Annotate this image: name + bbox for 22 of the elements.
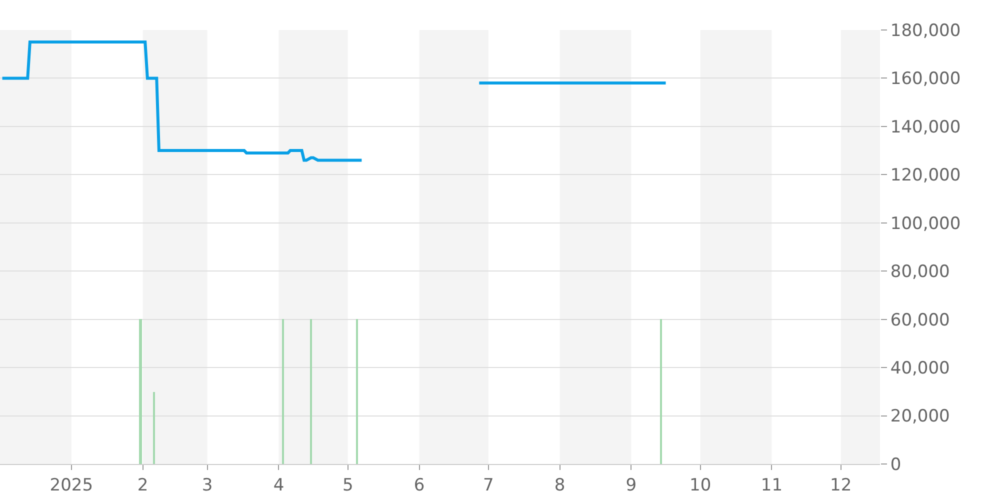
- x-tick-label: 5: [342, 475, 354, 496]
- x-tick-label: 7: [482, 475, 494, 496]
- x-tick-label: 2025: [50, 475, 94, 496]
- x-tick-label: 3: [202, 475, 213, 496]
- x-tick-label: 2: [137, 475, 148, 496]
- y-tick-label: 0: [890, 454, 902, 475]
- y-tick-label: 100,000: [890, 214, 961, 234]
- y-tick-label: 160,000: [890, 69, 961, 90]
- y-tick-label: 20,000: [890, 406, 950, 427]
- y-tick-label: 180,000: [890, 20, 961, 41]
- x-tick-label: 4: [273, 475, 284, 496]
- x-tick-label: 9: [626, 475, 637, 496]
- y-tick-label: 120,000: [890, 166, 961, 186]
- x-tick-label: 10: [689, 475, 712, 496]
- x-tick-label: 6: [414, 475, 425, 496]
- y-tick-label: 60,000: [890, 310, 950, 330]
- x-tick-label: 11: [760, 475, 783, 496]
- y-tick-label: 40,000: [890, 358, 950, 379]
- y-tick-label: 140,000: [890, 117, 961, 138]
- x-tick-label: 8: [554, 475, 566, 496]
- x-tick-label: 12: [830, 475, 852, 496]
- y-tick-label: 80,000: [890, 262, 950, 282]
